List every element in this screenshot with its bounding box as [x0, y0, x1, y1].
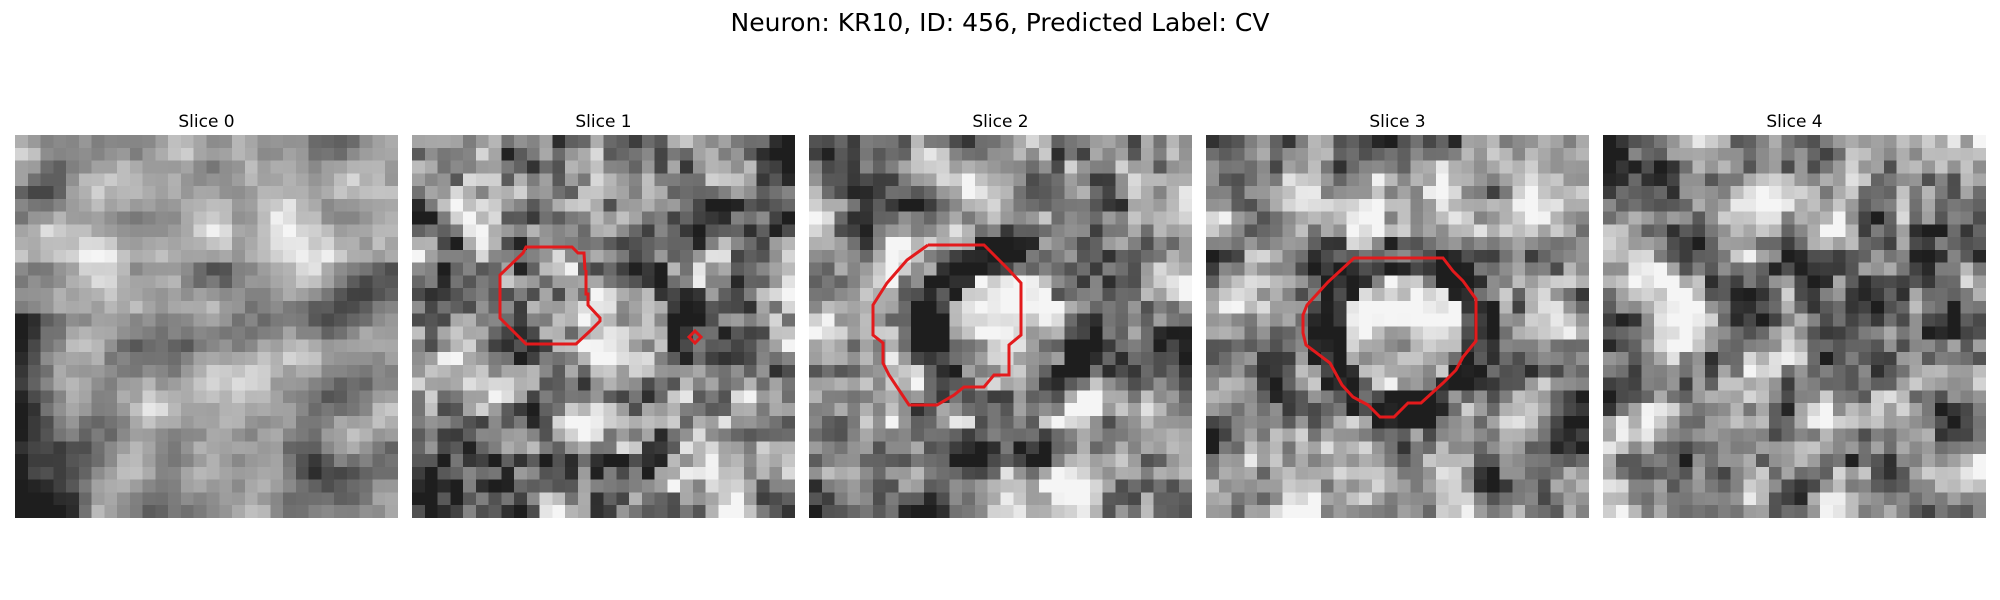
roi-contour [871, 243, 1023, 407]
slice-panel-3: Slice 3 [1206, 110, 1589, 518]
slice-title: Slice 0 [178, 112, 235, 132]
slice-title: Slice 4 [1766, 112, 1823, 132]
grayscale-image [412, 135, 795, 518]
roi-overlay [1301, 256, 1478, 419]
slice-title: Slice 3 [1369, 112, 1426, 132]
grayscale-image [1603, 135, 1986, 518]
slice-image [412, 135, 795, 518]
slice-title: Slice 2 [972, 112, 1029, 132]
roi-overlay [871, 243, 1023, 407]
roi-contour-fragment [686, 328, 704, 346]
slice-panel-4: Slice 4 [1603, 110, 1986, 518]
roi-contour [1301, 256, 1478, 419]
slice-panel-2: Slice 2 [809, 110, 1192, 518]
slice-image [1206, 135, 1589, 518]
slice-title: Slice 1 [575, 112, 632, 132]
figure-title: Neuron: KR10, ID: 456, Predicted Label: … [730, 8, 1270, 37]
slice-image [15, 135, 398, 518]
slice-image [809, 135, 1192, 518]
grayscale-image [1206, 135, 1589, 518]
grayscale-image [15, 135, 398, 518]
slice-panel-0: Slice 0 [15, 110, 398, 518]
roi-overlay [498, 245, 704, 346]
roi-contour [498, 245, 602, 346]
slice-panel-1: Slice 1 [412, 110, 795, 518]
slice-image [1603, 135, 1986, 518]
